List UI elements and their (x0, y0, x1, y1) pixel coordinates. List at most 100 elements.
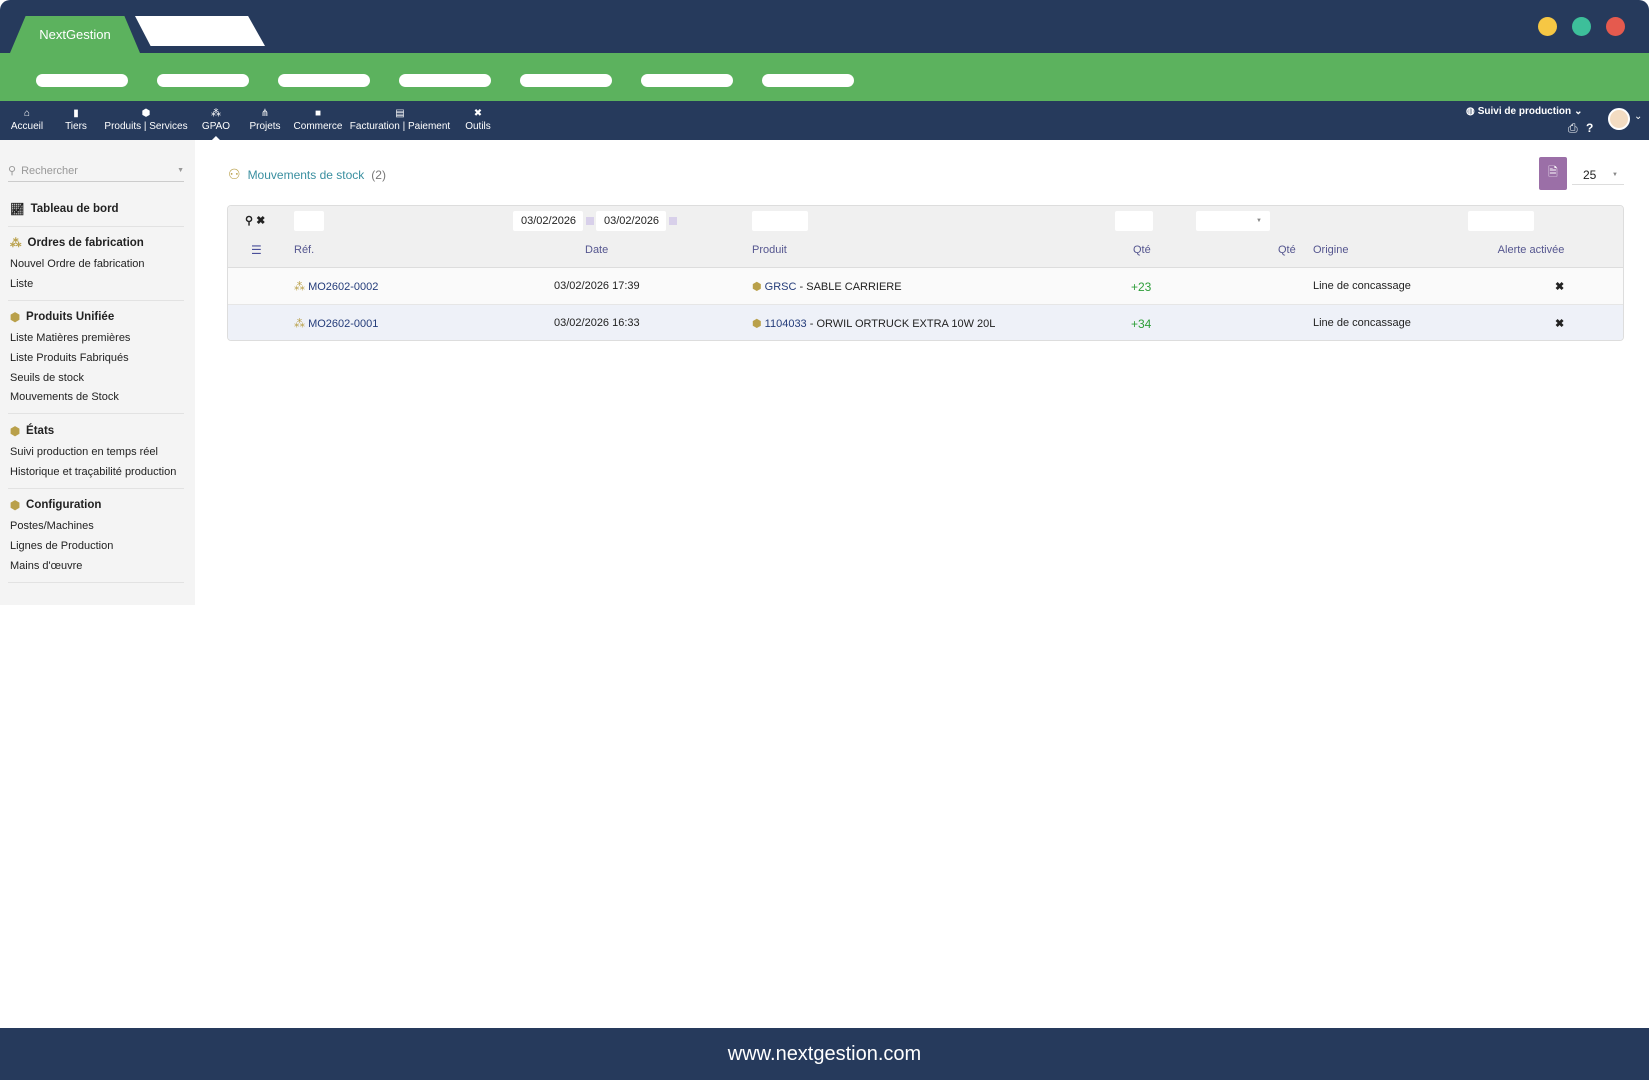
briefcase-icon: ■ (314, 108, 322, 119)
table-header: ⚲ ✖ 03/02/2026 03/02/2026 ▼ ☰ Réf. Date … (228, 206, 1623, 268)
date-from-input[interactable]: 03/02/2026 (513, 211, 583, 231)
sidebar-item-lignes[interactable]: Lignes de Production (10, 540, 114, 552)
sidebar-item-seuils[interactable]: Seuils de stock (10, 372, 84, 384)
toolbar-placeholder (278, 74, 370, 87)
sidebar-section-etats[interactable]: ⬢ États (10, 425, 55, 438)
cubes-icon: ⁂ (294, 318, 305, 330)
alert-filter-input[interactable] (1468, 211, 1534, 231)
product-cell: ⬢ GRSC - SABLE CARRIERE (752, 281, 902, 293)
cube-icon: ⬢ (752, 318, 762, 330)
nav-projets[interactable]: ⋔ Projets (249, 108, 281, 133)
sidebar-section-produits[interactable]: ⬢ Produits Unifiée (10, 311, 115, 324)
col-date[interactable]: Date (585, 244, 609, 256)
tools-icon: ✖ (473, 108, 483, 119)
cube-icon: ⬢ (141, 108, 151, 119)
people-carry-icon: ⚇ (228, 166, 241, 182)
avatar[interactable] (1608, 108, 1630, 130)
export-pdf-button[interactable]: 🗎︎ (1539, 157, 1567, 190)
toolbar-placeholder (157, 74, 249, 87)
minimize-button[interactable] (1538, 17, 1557, 36)
sidebar-item-historique[interactable]: Historique et traçabilité production (10, 466, 177, 478)
nav-produits-services[interactable]: ⬢ Produits | Services (104, 108, 188, 133)
nav-facturation[interactable]: ▤ Facturation | Paiement (349, 108, 451, 133)
help-icon[interactable]: ? (1586, 121, 1594, 135)
qty-cell: +34 (1131, 317, 1152, 331)
nav-commerce[interactable]: ■ Commerce (293, 108, 343, 133)
divider (8, 300, 184, 301)
search-icon[interactable]: ⚲ (245, 215, 254, 227)
cube-icon: ⬢ (752, 281, 762, 293)
pdf-icon: 🗎︎ (1548, 165, 1558, 179)
toolbar-placeholder (641, 74, 733, 87)
maximize-button[interactable] (1572, 17, 1591, 36)
nav-gpao[interactable]: ⁂ GPAO (202, 101, 230, 140)
toolbar-placeholder (762, 74, 854, 87)
clear-filter-icon[interactable]: ✖ (256, 215, 266, 227)
invoice-icon: ▤ (395, 108, 405, 119)
col-alerte[interactable]: Alerte activée (1497, 244, 1565, 256)
globe-icon: ◍ (1466, 106, 1475, 117)
search-icon: ⚲ (8, 165, 17, 177)
divider (8, 413, 184, 414)
sidebar-item-suivi[interactable]: Suivi production en temps réel (10, 446, 158, 458)
filter-actions: ⚲ ✖ (245, 214, 265, 227)
ref-filter-input[interactable] (294, 211, 324, 231)
ref-cell[interactable]: ⁂ MO2602-0001 (294, 318, 379, 330)
cubes-icon: ⁂ (211, 108, 221, 119)
type-filter-select[interactable]: ▼ (1196, 211, 1270, 231)
qty-filter-input[interactable] (1115, 211, 1153, 231)
sidebar-item-nouvel-of[interactable]: Nouvel Ordre de fabrication (10, 258, 145, 270)
divider (8, 582, 184, 583)
new-tab[interactable] (135, 16, 265, 46)
col-qte-2[interactable]: Qté (1278, 244, 1296, 256)
caret-down-icon: ▼ (177, 167, 184, 174)
sidebar-item-liste[interactable]: Liste (10, 278, 34, 290)
cubes-icon: ⁂ (10, 238, 22, 250)
nav-accueil[interactable]: ⌂ Accueil (10, 108, 44, 133)
building-icon: ▮ (73, 108, 79, 119)
cubes-icon: ⁂ (294, 281, 305, 293)
chart-icon: 📈︎ (10, 204, 25, 216)
app-tab[interactable]: NextGestion (10, 16, 140, 53)
sidebar-item-produits-fabriques[interactable]: Liste Produits Fabriqués (10, 352, 129, 364)
date-cell: 03/02/2026 16:33 (554, 317, 640, 329)
qty-cell: +23 (1131, 280, 1152, 294)
col-produit[interactable]: Produit (752, 244, 787, 256)
sidebar-dashboard[interactable]: 📈︎ Tableau de bord (10, 203, 119, 216)
divider (8, 488, 184, 489)
chevron-down-icon[interactable]: ⌄ (1634, 111, 1643, 122)
nav-outils[interactable]: ✖ Outils (465, 108, 491, 133)
window-titlebar (0, 0, 1649, 53)
list-icon[interactable]: ☰ (251, 243, 262, 257)
print-icon[interactable]: ⎙ (1568, 121, 1578, 135)
sidebar-item-matieres[interactable]: Liste Matières premières (10, 332, 131, 344)
page-size-select[interactable]: 25 ▼ (1572, 165, 1624, 185)
sidebar-search[interactable]: ⚲ Rechercher ▼ (8, 160, 184, 182)
footer-url[interactable]: www.nextgestion.com (727, 1042, 922, 1065)
alert-off-icon: ✖ (1555, 281, 1565, 293)
sidebar-item-mouvements[interactable]: Mouvements de Stock (10, 391, 119, 403)
nav-tiers[interactable]: ▮ Tiers (65, 108, 87, 133)
col-qte[interactable]: Qté (1133, 244, 1151, 256)
cube-icon: ⬢ (10, 312, 21, 324)
sidebar-section-ordres[interactable]: ⁂ Ordres de fabrication (10, 237, 144, 250)
date-cell: 03/02/2026 17:39 (554, 280, 640, 292)
sidebar-section-configuration[interactable]: ⬢ Configuration (10, 499, 102, 512)
ref-cell[interactable]: ⁂ MO2602-0002 (294, 281, 379, 293)
close-button[interactable] (1606, 17, 1625, 36)
col-ref[interactable]: Réf. (294, 244, 315, 256)
toolbar-placeholder (36, 74, 128, 87)
context-switcher[interactable]: ◍ Suivi de production ⌄ (1466, 106, 1583, 117)
divider (8, 226, 184, 227)
footer: www.nextgestion.com (0, 1028, 1649, 1080)
cube-icon: ⬢ (10, 500, 21, 512)
toolbar-placeholder (399, 74, 491, 87)
toolbar-placeholder (520, 74, 612, 87)
product-filter-input[interactable] (752, 211, 808, 231)
sidebar-item-postes[interactable]: Postes/Machines (10, 520, 94, 532)
sidebar-item-mains[interactable]: Mains d'œuvre (10, 560, 83, 572)
calendar-icon[interactable] (669, 217, 677, 225)
col-origine[interactable]: Origine (1313, 244, 1349, 256)
calendar-icon[interactable] (586, 217, 594, 225)
date-to-input[interactable]: 03/02/2026 (596, 211, 666, 231)
